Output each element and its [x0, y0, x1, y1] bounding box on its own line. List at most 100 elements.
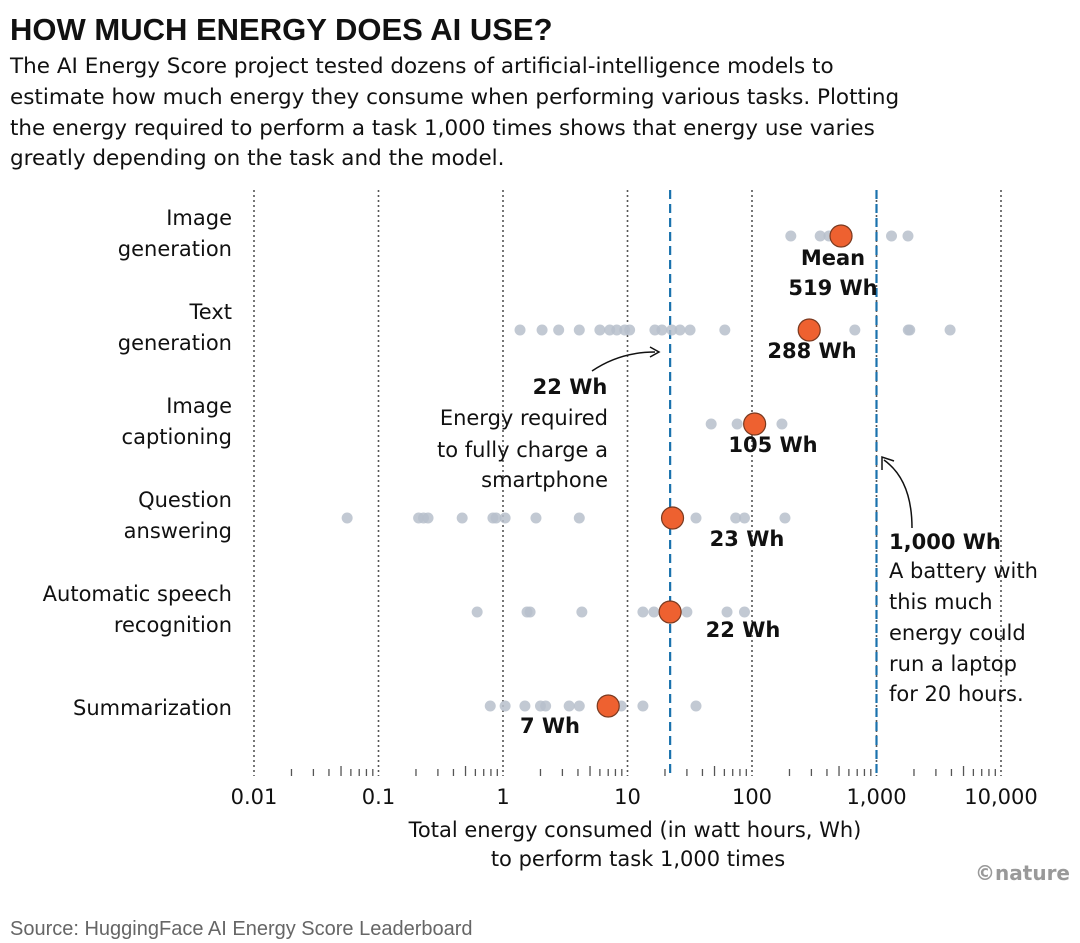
category-label: Question	[138, 488, 232, 512]
annotation-arrow	[883, 459, 913, 529]
reference-value-label: 22 Wh	[533, 375, 608, 399]
mean-point	[743, 412, 767, 436]
model-point	[849, 324, 861, 336]
mean-label: 105 Wh	[728, 433, 817, 457]
category-label: generation	[118, 237, 232, 261]
model-point	[499, 512, 511, 524]
reference-description: this much	[889, 590, 993, 614]
reference-description: run a laptop	[889, 652, 1017, 676]
model-point	[553, 324, 565, 336]
model-point	[637, 606, 649, 618]
chart-title: HOW MUCH ENERGY DOES AI USE?	[10, 12, 553, 47]
x-axis-label: to perform task 1,000 times	[491, 847, 785, 871]
mean-point	[596, 694, 620, 718]
model-point	[785, 230, 797, 242]
mean-label: 7 Wh	[520, 714, 580, 738]
model-point	[456, 512, 468, 524]
model-point	[731, 418, 743, 430]
model-point	[499, 700, 511, 712]
reference-description: A battery with	[889, 559, 1038, 583]
reference-description: to fully charge a	[437, 438, 608, 462]
model-point	[738, 512, 750, 524]
category-label: Image	[166, 394, 232, 418]
model-point	[656, 324, 668, 336]
model-point	[519, 700, 531, 712]
subtitle-line: estimate how much energy they consume wh…	[10, 85, 899, 110]
subtitle-line: The AI Energy Score project tested dozen…	[9, 54, 834, 79]
model-point	[573, 324, 585, 336]
mean-label: 519 Wh	[788, 276, 877, 300]
model-point	[904, 324, 916, 336]
mean-label: 288 Wh	[767, 339, 856, 363]
model-point	[514, 324, 526, 336]
model-point	[484, 700, 496, 712]
model-point	[637, 700, 649, 712]
model-point	[776, 418, 788, 430]
mean-point	[658, 600, 682, 624]
model-point	[422, 512, 434, 524]
model-point	[524, 606, 536, 618]
model-point	[674, 324, 686, 336]
model-point	[576, 606, 588, 618]
x-axis-label: Total energy consumed (in watt hours, Wh…	[408, 818, 862, 842]
x-tick-label: 10,000	[964, 785, 1037, 809]
category-label: Summarization	[73, 696, 232, 720]
model-point	[738, 606, 750, 618]
model-point	[681, 606, 693, 618]
model-point	[573, 700, 585, 712]
x-tick-label: 0.01	[231, 785, 278, 809]
model-point	[611, 324, 623, 336]
model-point	[814, 230, 826, 242]
arrowhead	[649, 346, 661, 358]
model-point	[730, 512, 742, 524]
mean-label: 22 Wh	[706, 618, 781, 642]
model-point	[944, 324, 956, 336]
model-point	[779, 512, 791, 524]
model-point	[690, 700, 702, 712]
nature-logo: ©nature	[975, 861, 1070, 885]
category-label: generation	[118, 331, 232, 355]
reference-description: energy could	[889, 621, 1026, 645]
annotation-arrow	[591, 351, 656, 372]
model-point	[719, 324, 731, 336]
mean-point	[660, 506, 685, 530]
model-point	[573, 512, 585, 524]
category-label: Text	[189, 300, 232, 324]
subtitle-line: greatly depending on the task and the mo…	[10, 146, 505, 171]
source-note: Source: HuggingFace AI Energy Score Lead…	[10, 918, 473, 940]
reference-description: for 20 hours.	[889, 682, 1024, 706]
arrowhead	[881, 455, 895, 470]
model-point	[666, 324, 678, 336]
model-point	[886, 230, 898, 242]
x-tick-label: 1	[496, 785, 509, 809]
model-point	[648, 606, 660, 618]
model-point	[540, 700, 552, 712]
mean-point	[829, 224, 853, 248]
model-point	[690, 512, 702, 524]
mean-label: Mean	[801, 246, 865, 270]
reference-description: Energy required	[440, 406, 608, 430]
model-point	[471, 606, 483, 618]
model-point	[490, 512, 502, 524]
model-point	[684, 324, 696, 336]
reference-value-label: 1,000 Wh	[889, 530, 1001, 554]
model-point	[530, 512, 542, 524]
category-label: recognition	[114, 613, 232, 637]
category-label: Image	[166, 206, 232, 230]
mean-point	[797, 318, 821, 342]
x-tick-label: 100	[732, 785, 772, 809]
reference-description: smartphone	[481, 468, 608, 492]
x-tick-label: 1,000	[846, 785, 906, 809]
model-point	[536, 324, 548, 336]
mean-label: 23 Wh	[710, 527, 785, 551]
x-tick-label: 10	[614, 785, 641, 809]
model-point	[624, 324, 636, 336]
category-label: captioning	[122, 425, 232, 449]
x-tick-label: 0.1	[362, 785, 395, 809]
category-label: Automatic speech	[43, 582, 232, 606]
model-point	[721, 606, 733, 618]
subtitle-line: the energy required to perform a task 1,…	[10, 116, 875, 141]
model-point	[341, 512, 353, 524]
